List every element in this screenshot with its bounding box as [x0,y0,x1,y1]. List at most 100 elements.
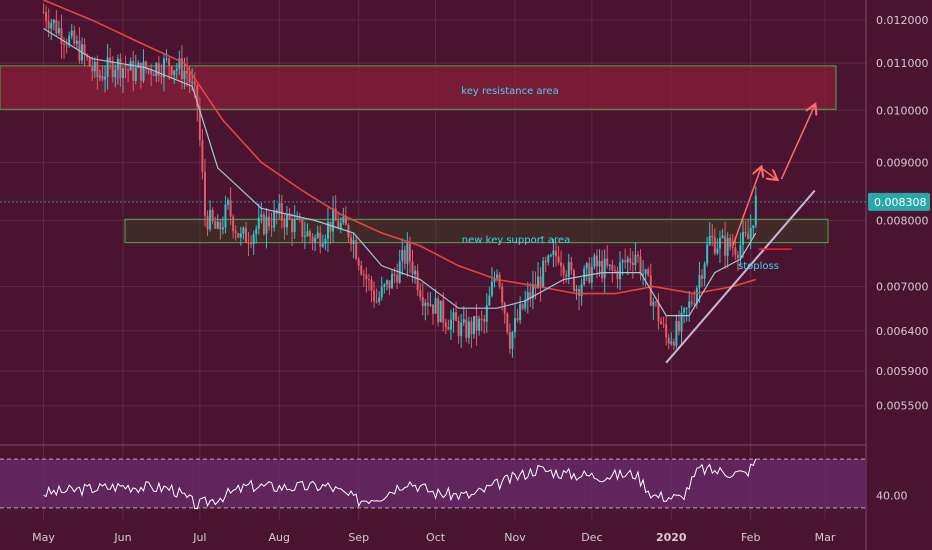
candle-body [219,221,222,230]
candle-body [557,256,560,263]
candle-body [747,233,750,240]
candle-body [467,321,470,338]
candle-body [606,258,609,266]
candle-body [588,263,591,283]
candle-body [362,274,365,276]
candle-body [449,319,452,330]
candle-body [380,286,383,298]
candle-body [567,262,570,277]
candle-body [601,261,604,279]
candle-body [193,81,196,86]
candle-body [565,274,568,277]
candle-body [111,60,114,78]
fast-moving-average-line [43,27,757,317]
candle-body [70,30,73,36]
candle-body [542,260,545,288]
candle-body [585,263,588,269]
slow-moving-average-line [43,0,757,295]
candle-body [519,304,522,321]
candle-body [337,220,340,229]
candle-body [508,332,511,349]
y-tick-label: 0.005500 [876,400,929,413]
candle-body [393,273,396,276]
candle-body [93,61,96,72]
candle-body [86,55,89,58]
x-tick-label: Mar [815,531,836,544]
candle-body [211,209,214,222]
candle-body [539,276,542,288]
candle-body [521,304,524,309]
candle-body [296,217,299,219]
candle-body [706,244,709,264]
candle-body [470,321,473,335]
candle-body [239,233,242,238]
candle-body [713,237,716,254]
candle-body [562,266,565,275]
labels: key resistance area new key support area… [461,86,779,272]
candle-body [572,270,575,292]
candle-body [252,234,255,244]
candle-body [132,61,135,81]
candle-body [332,208,335,232]
candle-body [631,262,634,265]
candle-body [137,62,140,68]
candle-body [721,235,724,238]
candle-body [472,315,475,335]
candle-body [45,12,48,22]
candle-body [447,326,450,330]
candle-body [670,341,673,344]
candle-body [196,85,199,107]
candle-body [642,273,645,275]
candle-body [152,74,155,77]
candle-body [303,235,306,237]
candle-body [634,254,637,265]
candle-body [644,269,647,274]
candle-body [278,203,281,214]
candle-body [109,57,112,61]
candle-body [388,280,391,289]
candle-body [483,319,486,322]
x-tick-label: Sep [348,531,369,544]
candle-body [250,243,253,245]
candle-body [652,301,655,306]
candle-body [749,228,752,240]
candle-body [106,57,109,77]
candle-body [419,290,422,297]
candle-body [319,232,322,247]
candle-body [50,23,53,29]
candle-body [357,259,360,266]
candle-body [314,237,317,243]
candle-body [493,278,496,282]
candle-body [191,81,194,83]
candle-body [234,231,237,234]
candle-body [703,263,706,279]
candle-body [698,275,701,289]
candle-body [560,262,563,267]
candle-body [247,242,250,244]
candle-body [636,254,639,257]
x-tick-label: Jul [192,531,206,544]
candle-body [537,276,540,289]
candle-body [529,292,532,299]
candle-body [360,265,363,275]
candle-body [718,237,721,249]
candle-body [73,30,76,44]
candle-body [490,281,493,296]
candle-body [657,302,660,322]
candle-body [42,12,45,14]
candle-body [157,63,160,76]
candle-body [662,323,665,325]
candle-body [175,68,178,71]
candle-body [55,19,58,34]
candle-body [724,235,727,256]
candle-body [227,200,230,205]
candle-body [326,221,329,239]
candle-body [414,270,417,275]
candle-body [621,260,624,263]
candle-body [424,302,427,307]
candle-body [647,269,650,276]
candle-body [104,76,107,80]
projection-arrow [732,168,761,247]
candle-body [232,216,235,232]
